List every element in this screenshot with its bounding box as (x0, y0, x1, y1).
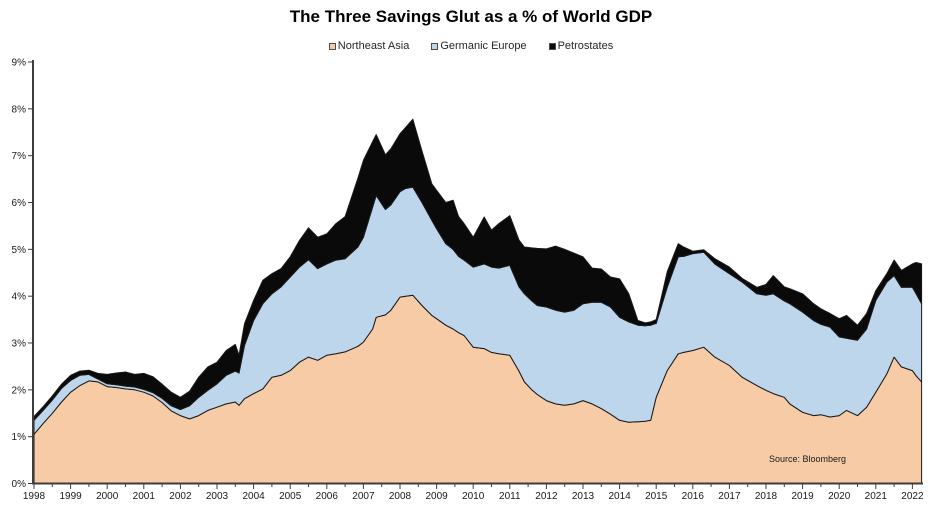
x-axis-tick-label: 2001 (133, 491, 156, 502)
legend-label-germanic-europe: Germanic Europe (440, 40, 527, 52)
x-axis-tick-label: 2000 (96, 491, 119, 502)
x-axis-tick-label: 2013 (572, 491, 595, 502)
x-axis-tick-label: 2021 (865, 491, 888, 502)
legend-swatch-northeast-asia-icon (328, 42, 336, 50)
y-axis-tick-label: 5% (12, 245, 27, 256)
x-axis-tick-label: 2017 (718, 491, 741, 502)
x-axis-tick-label: 2007 (352, 491, 375, 502)
x-axis-tick-label: 1999 (59, 491, 82, 502)
y-axis-tick-label: 1% (12, 432, 27, 443)
x-axis-tick-label: 2020 (828, 491, 851, 502)
x-axis-tick-label: 2004 (242, 491, 265, 502)
chart-title: The Three Savings Glut as a % of World G… (289, 7, 653, 26)
x-axis-tick-label: 2008 (389, 491, 412, 502)
x-axis-tick-label: 2015 (645, 491, 668, 502)
legend-item-germanic-europe: Germanic Europe (431, 40, 527, 52)
source-note: Source: Bloomberg (769, 454, 847, 464)
y-axis-tick-label: 4% (12, 292, 27, 303)
legend-item-petrostates: Petrostates (548, 40, 614, 52)
y-axis-tick-label: 2% (12, 385, 27, 396)
y-axis-tick-label: 7% (12, 151, 27, 162)
x-axis-tick-label: 2010 (462, 491, 485, 502)
x-axis-tick-label: 2011 (499, 491, 521, 502)
legend-label-northeast-asia: Northeast Asia (337, 40, 410, 52)
legend-label-petrostates: Petrostates (557, 40, 614, 52)
x-axis-tick-label: 2003 (206, 491, 229, 502)
x-axis-tick-label: 2018 (755, 491, 778, 502)
x-axis-tick-label: 2005 (279, 491, 302, 502)
y-axis-tick-label: 0% (12, 479, 27, 490)
x-axis-tick-label: 1998 (23, 491, 46, 502)
x-axis-tick-label: 2016 (682, 491, 705, 502)
y-axis-tick-label: 6% (12, 198, 27, 209)
x-axis-tick-label: 2002 (169, 491, 192, 502)
x-axis-tick-label: 2012 (535, 491, 558, 502)
legend-swatch-petrostates-icon (548, 42, 556, 50)
y-axis-tick-label: 3% (12, 339, 27, 350)
chart-legend: Northeast Asia Germanic Europe Petrostat… (0, 40, 942, 52)
y-axis-tick-label: 8% (12, 104, 27, 115)
x-axis-tick-label: 2009 (425, 491, 448, 502)
x-axis-tick-label: 2014 (608, 491, 631, 502)
legend-swatch-germanic-europe-icon (431, 42, 439, 50)
y-axis-tick-label: 9% (12, 58, 27, 69)
area-petrostates (33, 118, 923, 421)
legend-item-northeast-asia: Northeast Asia (328, 40, 410, 52)
x-axis-tick-label: 2019 (791, 491, 814, 502)
x-axis-tick-label: 2006 (316, 491, 339, 502)
x-axis-tick-label: 2022 (901, 491, 924, 502)
